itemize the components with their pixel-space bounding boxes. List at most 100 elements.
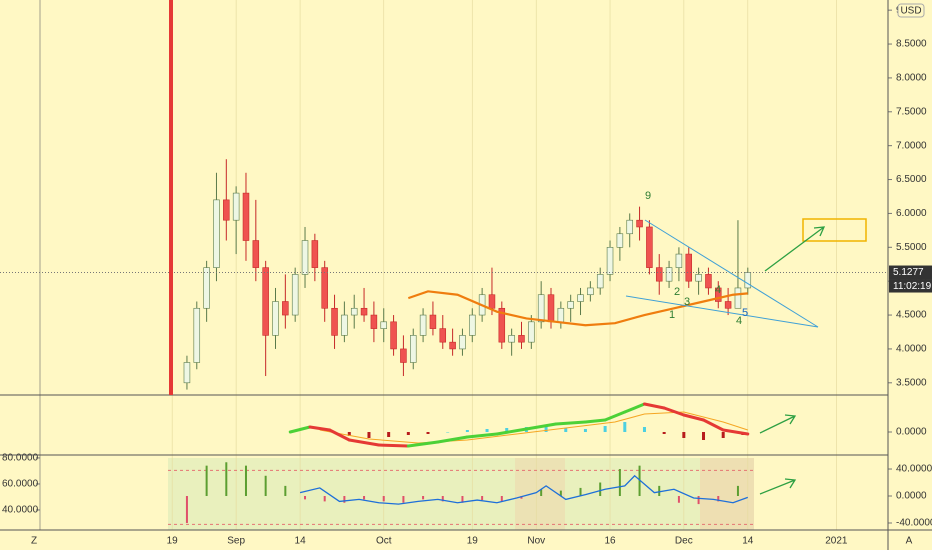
histogram-bar (717, 496, 720, 502)
y-tick-label: -40.0000 (896, 518, 932, 529)
histogram-bar (736, 485, 739, 497)
x-tick-label: 16 (604, 536, 616, 547)
candle-body (429, 314, 437, 329)
candle-body (272, 301, 279, 336)
candle-body (626, 219, 633, 235)
histogram-bar (284, 485, 287, 497)
currency-badge[interactable] (897, 3, 925, 18)
histogram-bar (481, 496, 484, 501)
y-tick-label: 7.0000 (896, 140, 927, 151)
oscillator-shade (168, 458, 754, 530)
candle-body (390, 321, 397, 350)
histogram-bar (540, 489, 543, 497)
candle-body (606, 246, 614, 275)
y-tick-label: 5.5000 (896, 242, 927, 253)
histogram-bar (461, 496, 464, 503)
macd-segment (328, 428, 351, 442)
candle-body (724, 301, 732, 309)
arrow (759, 414, 797, 434)
last-price-label: 5.1277 (893, 267, 924, 278)
y-tick-label: 4.5000 (896, 310, 927, 321)
histogram-bar (500, 496, 503, 502)
target-box (802, 218, 867, 242)
candle-body (370, 314, 378, 329)
histogram-bar (697, 496, 700, 505)
annotation: 1 (669, 309, 675, 321)
candle-body (360, 307, 368, 316)
histogram-bar (367, 432, 371, 438)
y-tick-label: 40.0000 (896, 464, 932, 475)
candle-body (685, 253, 693, 282)
macd-segment (583, 418, 607, 424)
arrow (764, 226, 826, 272)
candle-body (655, 267, 663, 282)
candle-body (232, 192, 240, 221)
histogram-bar (485, 429, 489, 432)
candle-body (528, 321, 535, 343)
macd-segment (662, 406, 686, 417)
candle-body (557, 307, 565, 323)
y-tick-label: 60.0000 (2, 479, 39, 490)
candle-body (301, 240, 309, 275)
candle-body (596, 274, 604, 289)
histogram-bar (465, 430, 469, 432)
histogram-bar (406, 432, 410, 435)
histogram-bar (225, 462, 228, 497)
histogram-bar (623, 422, 627, 432)
candle-body (439, 328, 447, 343)
annotations: 9 2 3 4 5 1 4 (645, 190, 748, 327)
macd-segment (436, 435, 469, 444)
last-price-box (889, 265, 932, 280)
macd-segment (721, 428, 750, 436)
line-series (319, 411, 748, 444)
control[interactable]: A (906, 536, 913, 547)
countdown: 11:02:19 (893, 281, 932, 292)
candle-body (508, 335, 515, 343)
y-tick-label: 6.0000 (896, 208, 927, 219)
candle-body (183, 362, 191, 384)
y-tick-label: 8.5000 (896, 39, 927, 50)
macd-segment (288, 425, 312, 434)
candle-body (744, 272, 752, 289)
x-tick-label: Oct (376, 536, 392, 547)
histogram-bar (347, 432, 351, 436)
macd-segment (623, 402, 646, 414)
line-series (407, 290, 748, 327)
y-tick-label: 7.5000 (896, 106, 927, 117)
macd-segment (682, 413, 706, 422)
control[interactable]: Z (31, 536, 37, 547)
histogram-bar (441, 496, 444, 502)
histogram-bar (244, 465, 247, 497)
candle-body (331, 307, 338, 336)
candle-body (705, 274, 712, 289)
histogram-bar (402, 496, 405, 503)
macd-segment (702, 418, 725, 432)
macd-segment (495, 427, 528, 436)
candle-body (715, 287, 722, 302)
candle-body (567, 301, 574, 309)
x-tick-label: 2021 (825, 536, 848, 547)
annotation: 4 (736, 315, 742, 327)
candle-body (587, 287, 594, 296)
histogram-bar (702, 432, 706, 440)
annotation: 9 (645, 190, 651, 202)
x-tick-label: 19 (467, 536, 479, 547)
histogram-bar (382, 496, 385, 502)
histogram-bar (205, 465, 208, 497)
candle-body (675, 253, 683, 268)
trendline (644, 219, 819, 328)
y-tick-label: 0.0000 (896, 491, 927, 502)
histogram-bar (446, 432, 450, 433)
macd-segment (524, 422, 558, 431)
candle-body (469, 314, 476, 336)
candle-body (734, 287, 742, 309)
currency[interactable]: USD (900, 6, 921, 17)
annotation: 4 (715, 284, 721, 296)
histogram-bar (721, 432, 725, 438)
candle-body (577, 294, 584, 302)
arrow (759, 478, 797, 495)
histogram-bar (564, 428, 568, 432)
histogram-bar (662, 432, 666, 434)
candle-body (321, 267, 328, 309)
